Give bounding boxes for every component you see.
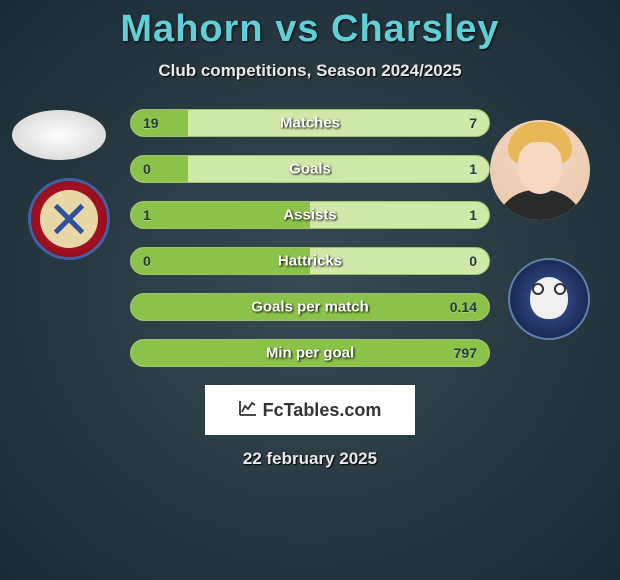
stat-right-value: 0.14	[450, 299, 477, 315]
player2-avatar	[490, 120, 590, 220]
stat-fill	[131, 156, 188, 182]
stat-left-value: 0	[143, 161, 151, 177]
stat-bar: Min per goal 797	[130, 339, 490, 367]
vs-word: vs	[275, 8, 319, 50]
avatar-shoulders	[495, 190, 585, 220]
player2-name: Charsley	[331, 8, 500, 50]
player1-club-badge	[28, 178, 110, 260]
stat-bar: Goals per match 0.14	[130, 293, 490, 321]
stats-container: 19 Matches 7 0 Goals 1 1 Assists 1 0 Hattricks 0 Goa…	[130, 109, 490, 367]
stat-left-value: 0	[143, 253, 151, 269]
player1-avatar	[12, 110, 106, 160]
stat-label: Hattricks	[278, 253, 342, 270]
stat-bar: 19 Matches 7	[130, 109, 490, 137]
stat-bar: 0 Goals 1	[130, 155, 490, 183]
stat-label: Goals per match	[251, 299, 369, 316]
stat-label: Goals	[289, 161, 331, 178]
player2-club-badge	[508, 258, 590, 340]
date-text: 22 february 2025	[0, 449, 620, 469]
avatar-face	[518, 142, 562, 194]
owl-icon	[527, 277, 571, 321]
brand-text: FcTables.com	[263, 400, 382, 421]
stat-right-value: 1	[469, 161, 477, 177]
chart-icon	[239, 400, 257, 421]
stat-bar: 1 Assists 1	[130, 201, 490, 229]
stat-bar: 0 Hattricks 0	[130, 247, 490, 275]
stat-label: Assists	[283, 207, 336, 224]
stat-fill	[131, 110, 188, 136]
player1-name: Mahorn	[120, 8, 263, 50]
stat-label: Min per goal	[266, 345, 354, 362]
stat-label: Matches	[280, 115, 340, 132]
stat-left-value: 1	[143, 207, 151, 223]
club-badge-inner	[40, 190, 98, 248]
stat-right-value: 797	[454, 345, 477, 361]
crossed-tools-icon	[49, 199, 89, 239]
subtitle: Club competitions, Season 2024/2025	[0, 61, 620, 81]
stat-right-value: 1	[469, 207, 477, 223]
stat-left-value: 19	[143, 115, 159, 131]
stat-right-value: 7	[469, 115, 477, 131]
stat-right-value: 0	[469, 253, 477, 269]
brand-box: FcTables.com	[205, 385, 415, 435]
page-title: Mahorn vs Charsley	[0, 0, 620, 51]
